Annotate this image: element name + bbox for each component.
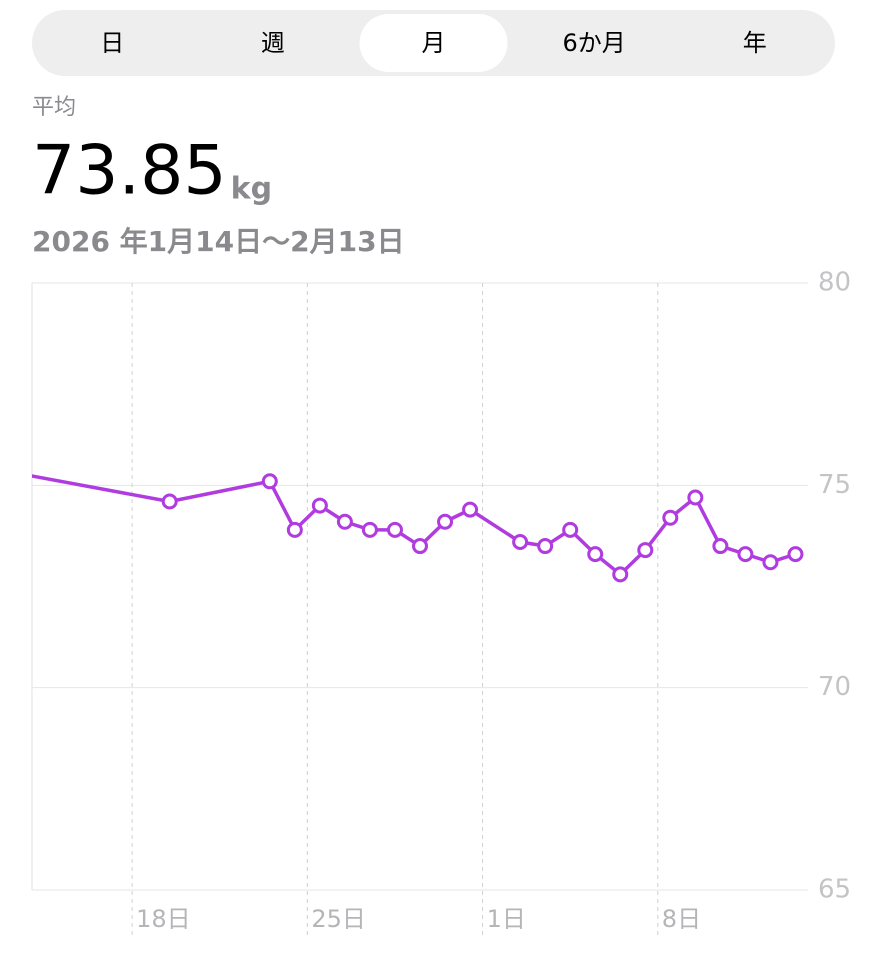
data-point [286, 521, 303, 538]
segment-label[interactable]: 年 [743, 29, 767, 57]
data-point [787, 546, 804, 563]
y-tick-label: 65 [818, 875, 851, 905]
segment-label[interactable]: 月 [422, 29, 446, 57]
y-tick-label: 70 [818, 672, 851, 702]
y-tick-label: 80 [818, 268, 851, 298]
summary-unit: kg [231, 172, 272, 207]
data-point [437, 513, 454, 530]
data-point [336, 513, 353, 530]
data-point [587, 546, 604, 563]
data-point [687, 489, 704, 506]
segment-label[interactable]: 6か月 [562, 29, 625, 57]
data-point [762, 554, 779, 571]
data-point [261, 473, 278, 490]
x-tick-label: 8日 [662, 905, 701, 933]
data-point [737, 546, 754, 563]
segment-label[interactable]: 日 [100, 29, 124, 57]
x-tick-label: 25日 [311, 905, 366, 933]
data-point [637, 542, 654, 559]
data-point [161, 493, 178, 510]
y-tick-label: 75 [818, 470, 851, 500]
segment-selected[interactable] [359, 14, 508, 72]
segment-label[interactable]: 週 [261, 29, 285, 57]
x-tick-label: 1日 [487, 905, 526, 933]
data-point [537, 538, 554, 555]
data-point [712, 538, 729, 555]
data-point [412, 538, 428, 555]
data-point [386, 521, 403, 538]
data-point [462, 501, 479, 518]
summary-label: 平均 [32, 95, 76, 120]
data-point [562, 521, 579, 538]
data-point [662, 509, 679, 526]
data-point [612, 566, 629, 583]
plot-area [32, 473, 804, 583]
data-point [311, 497, 328, 514]
date-range: 2026 年1月14日～2月13日 [32, 225, 405, 258]
data-point [361, 521, 378, 538]
summary-value: 73.85 [32, 132, 227, 211]
x-tick-label: 18日 [136, 905, 191, 933]
data-point [512, 533, 529, 550]
